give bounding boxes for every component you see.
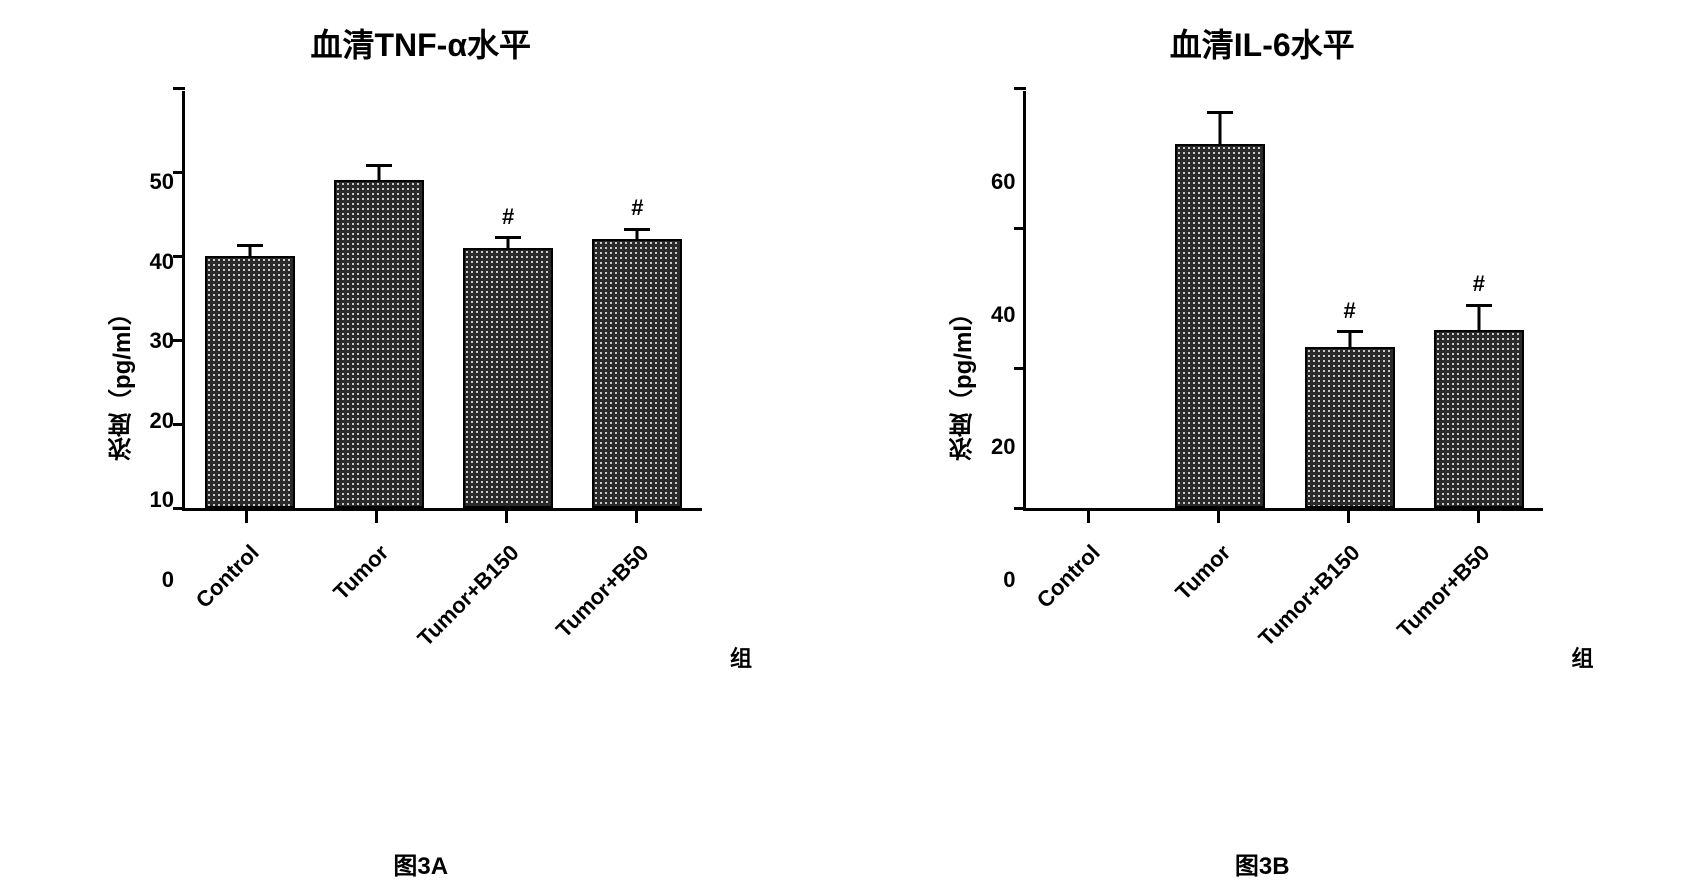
y-tick-label: 20 [150, 410, 174, 432]
plot-wrapper: 组 ## Control Tumor Tumor+B150 Tumor+B50 [182, 91, 702, 671]
x-tick-mark [1087, 511, 1090, 523]
bars-row: ## [1026, 91, 1543, 508]
y-tick-mark [1014, 227, 1026, 230]
error-bar [1477, 305, 1480, 330]
x-labels: Control Tumor Tumor+B150 Tumor+B50 [1023, 511, 1543, 671]
chart-body: 浓度（pg/ml） 50 40 30 20 10 0 组 ## Control Tumor T… [105, 91, 737, 671]
bar [334, 180, 424, 508]
x-tick-mark [1217, 511, 1220, 523]
y-tick-label: 50 [150, 171, 174, 193]
y-tick-mark [173, 171, 185, 174]
error-bar [248, 246, 251, 256]
x-tick-label: Tumor+B50 [551, 540, 654, 643]
x-labels: Control Tumor Tumor+B150 Tumor+B50 [182, 511, 702, 671]
y-axis: 50 40 30 20 10 0 [150, 171, 182, 591]
error-bar [377, 165, 380, 180]
x-tick-label: Control [1032, 540, 1106, 614]
bar-group: # [463, 248, 553, 508]
chart-title: 血清TNF-α水平 [310, 20, 531, 66]
error-cap [366, 164, 392, 167]
error-cap [1337, 330, 1363, 333]
x-tick-label: Control [190, 540, 264, 614]
y-axis-label: 浓度（pg/ml） [105, 301, 140, 461]
plot-wrapper: 组 ## Control Tumor Tumor+B150 Tumor+B50 [1023, 91, 1543, 671]
x-tick-mark [1347, 511, 1350, 523]
y-tick-mark [173, 87, 185, 90]
bar-group [1175, 144, 1265, 508]
y-tick-mark [173, 507, 185, 510]
bar [463, 248, 553, 508]
x-axis-label: 组 [1571, 641, 1593, 673]
y-tick-mark [1014, 507, 1026, 510]
chart-tnf-alpha: 血清TNF-α水平 浓度（pg/ml） 50 40 30 20 10 0 组 ## Con… [105, 20, 737, 881]
y-tick-label: 40 [991, 304, 1015, 326]
bar [1305, 347, 1395, 508]
significance-marker: # [1473, 271, 1485, 297]
chart-title: 血清IL-6水平 [1170, 20, 1355, 66]
bar-group: # [1434, 330, 1524, 509]
chart-body: 浓度（pg/ml） 60 40 20 0 组 ## Control Tumor Tumor… [946, 91, 1578, 671]
y-tick-label: 0 [162, 569, 174, 591]
error-cap [624, 228, 650, 231]
bar [1175, 144, 1265, 508]
y-tick-mark [1014, 87, 1026, 90]
significance-marker: # [631, 195, 643, 221]
bar-group: # [592, 239, 682, 508]
x-tick-label: Tumor+B50 [1392, 540, 1495, 643]
y-tick-label: 30 [150, 330, 174, 352]
figure-caption: 图3A [393, 846, 448, 881]
y-tick-label: 0 [1003, 569, 1015, 591]
y-tick-mark [173, 339, 185, 342]
x-tick-label: Tumor+B150 [412, 540, 524, 652]
error-cap [237, 244, 263, 247]
error-bar [636, 229, 639, 239]
chart-il6: 血清IL-6水平 浓度（pg/ml） 60 40 20 0 组 ## Control T… [946, 20, 1578, 881]
plot-area: 组 ## [1023, 91, 1543, 511]
y-tick-label: 10 [150, 489, 174, 511]
x-axis-label: 组 [730, 641, 752, 673]
x-tick-mark [375, 511, 378, 523]
y-tick-mark [173, 255, 185, 258]
bar [1434, 330, 1524, 509]
error-bar [507, 238, 510, 248]
x-tick-mark [635, 511, 638, 523]
x-tick-mark [505, 511, 508, 523]
y-tick-mark [173, 423, 185, 426]
error-bar [1219, 113, 1222, 145]
error-cap [495, 236, 521, 239]
x-tick-label: Tumor [1170, 540, 1236, 606]
bar [592, 239, 682, 508]
x-tick-mark [245, 511, 248, 523]
error-cap [1207, 111, 1233, 114]
bars-row: ## [185, 91, 702, 508]
x-tick-mark [1477, 511, 1480, 523]
y-tick-label: 60 [991, 171, 1015, 193]
y-tick-mark [1014, 367, 1026, 370]
figure-caption: 图3B [1235, 846, 1290, 881]
x-tick-label: Tumor+B150 [1254, 540, 1366, 652]
y-tick-label: 20 [991, 436, 1015, 458]
bar [205, 256, 295, 508]
bar-group [205, 256, 295, 508]
y-axis-label: 浓度（pg/ml） [946, 301, 981, 461]
bar-group: # [1305, 347, 1395, 508]
plot-area: 组 ## [182, 91, 702, 511]
bar-group [334, 180, 424, 508]
error-cap [1466, 304, 1492, 307]
y-axis: 60 40 20 0 [991, 171, 1023, 591]
significance-marker: # [502, 204, 514, 230]
y-tick-label: 40 [150, 251, 174, 273]
significance-marker: # [1343, 298, 1355, 324]
x-tick-label: Tumor [329, 540, 395, 606]
error-bar [1348, 332, 1351, 347]
